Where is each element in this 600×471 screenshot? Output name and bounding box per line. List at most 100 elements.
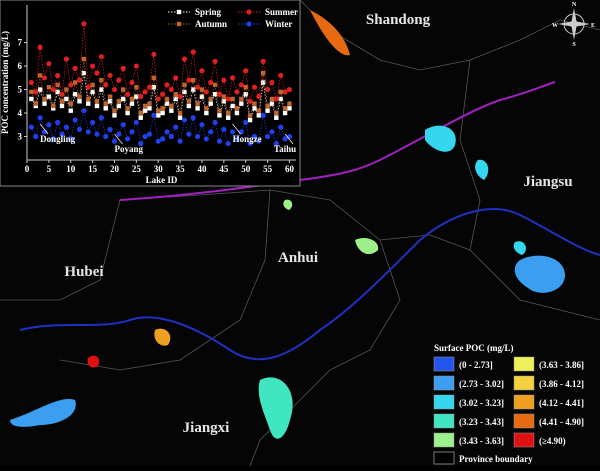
point xyxy=(76,77,83,83)
province-label: Jiangsu xyxy=(523,174,572,190)
series-line xyxy=(31,23,290,102)
compass: N S E W xyxy=(552,2,595,48)
point xyxy=(199,68,205,74)
point xyxy=(234,89,240,95)
point xyxy=(29,96,34,102)
point xyxy=(247,113,253,118)
point xyxy=(155,138,161,144)
province-label: Jiangxi xyxy=(183,420,230,436)
point xyxy=(195,101,200,106)
point xyxy=(59,99,65,104)
point xyxy=(274,110,279,116)
x-tick-label: 10 xyxy=(66,164,76,174)
legend-label: (3.02 - 3.23] xyxy=(459,398,504,408)
point xyxy=(287,106,292,111)
point xyxy=(260,70,266,76)
point xyxy=(282,110,288,116)
point xyxy=(173,75,179,81)
point xyxy=(278,96,283,102)
point xyxy=(156,108,161,113)
point xyxy=(59,91,65,97)
point xyxy=(260,112,266,118)
annotation: Taihu xyxy=(274,144,296,154)
point xyxy=(133,119,139,126)
point xyxy=(199,94,205,99)
lakes xyxy=(10,10,565,439)
point xyxy=(169,103,174,109)
x-tick-label: 45 xyxy=(219,164,229,174)
point xyxy=(55,89,60,95)
point xyxy=(274,115,279,120)
legend-label: (2.73 - 3.02] xyxy=(459,379,504,389)
point xyxy=(68,101,73,106)
point xyxy=(63,56,69,62)
point xyxy=(282,106,288,111)
legend-swatch xyxy=(433,432,455,448)
point xyxy=(138,140,144,147)
point xyxy=(190,115,196,121)
point xyxy=(264,133,271,140)
point xyxy=(86,101,91,106)
point xyxy=(168,86,174,93)
point xyxy=(156,113,161,118)
point xyxy=(33,101,38,106)
point xyxy=(238,82,244,88)
point xyxy=(204,110,209,116)
point xyxy=(169,108,174,113)
point xyxy=(42,101,47,106)
point xyxy=(138,115,143,120)
legend-swatch xyxy=(513,394,535,410)
annotation-arrow xyxy=(232,123,241,135)
y-tick-label: 3 xyxy=(18,132,23,142)
legend-marker xyxy=(246,21,252,27)
point xyxy=(182,89,187,95)
point xyxy=(41,129,48,135)
y-tick-label: 7 xyxy=(18,38,23,48)
point xyxy=(55,72,61,79)
point xyxy=(256,108,262,113)
point xyxy=(208,101,213,106)
point xyxy=(273,140,279,147)
point xyxy=(190,49,196,55)
point xyxy=(120,65,126,72)
point xyxy=(68,136,74,142)
point xyxy=(269,96,275,102)
point xyxy=(68,82,74,88)
point xyxy=(256,138,262,144)
y-tick-label: 5 xyxy=(18,85,23,95)
point xyxy=(199,87,205,92)
point xyxy=(226,115,231,120)
x-tick-label: 25 xyxy=(132,164,142,174)
point xyxy=(85,129,91,135)
point xyxy=(243,92,248,97)
point xyxy=(182,82,187,88)
legend-label: Summer xyxy=(265,7,298,17)
point xyxy=(64,96,69,102)
legend-swatch xyxy=(513,356,535,372)
point xyxy=(269,129,275,135)
point xyxy=(94,99,100,104)
point xyxy=(247,140,253,147)
point xyxy=(278,89,283,95)
legend-swatch xyxy=(433,356,455,372)
point xyxy=(77,99,82,104)
point xyxy=(221,99,227,104)
point xyxy=(186,103,192,109)
point xyxy=(226,110,231,116)
x-tick-label: 5 xyxy=(47,164,52,174)
point xyxy=(229,129,236,135)
legend-label: (3.86 - 4.12] xyxy=(539,379,584,389)
point xyxy=(151,112,157,118)
legend-marker xyxy=(176,21,182,27)
x-tick-label: 55 xyxy=(263,164,273,174)
legend-label: Spring xyxy=(195,7,222,17)
point xyxy=(147,101,152,106)
legend-swatch xyxy=(513,375,535,391)
legend-label: (3.23 - 3.43] xyxy=(459,417,504,427)
point xyxy=(107,72,113,79)
point xyxy=(94,70,100,76)
point xyxy=(216,138,223,144)
point xyxy=(33,89,39,95)
point xyxy=(177,110,183,116)
legend-swatch xyxy=(513,432,535,448)
